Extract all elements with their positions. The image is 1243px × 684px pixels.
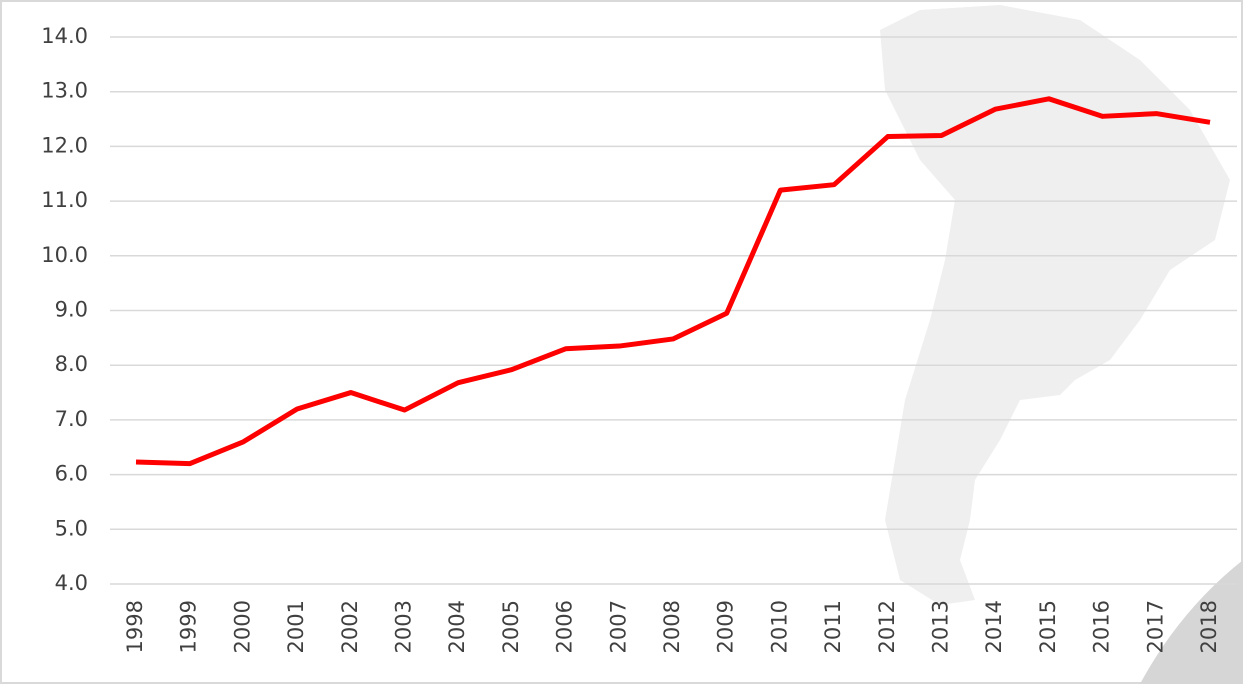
x-tick-label: 2017 [1143, 600, 1167, 653]
map-background [880, 5, 1230, 605]
x-tick-label: 2004 [445, 600, 469, 653]
y-tick-label: 7.0 [55, 407, 88, 431]
y-tick-label: 13.0 [41, 79, 88, 103]
x-tick-label: 2018 [1197, 600, 1221, 653]
x-tick-label: 2005 [499, 600, 523, 653]
y-tick-label: 14.0 [41, 24, 88, 48]
y-tick-label: 10.0 [41, 243, 88, 267]
x-tick-label: 2011 [821, 600, 845, 653]
x-tick-label: 2016 [1090, 600, 1114, 653]
x-tick-label: 2014 [982, 600, 1006, 653]
x-tick-label: 2008 [660, 600, 684, 653]
y-tick-label: 9.0 [55, 298, 88, 322]
x-tick-label: 2003 [392, 600, 416, 653]
corner-shape [1140, 560, 1243, 684]
y-tick-label: 12.0 [41, 133, 88, 157]
x-tick-label: 2009 [714, 600, 738, 653]
y-tick-label: 4.0 [55, 571, 88, 595]
data-line [135, 96, 1211, 467]
x-tick-label: 2007 [606, 600, 630, 653]
x-tick-label: 2015 [1036, 600, 1060, 653]
x-tick-label: 2012 [875, 600, 899, 653]
x-tick-label: 2000 [230, 600, 254, 653]
y-tick-label: 6.0 [55, 462, 88, 486]
x-tick-label: 2006 [553, 600, 577, 653]
x-tick-label: 1999 [177, 600, 201, 653]
y-tick-label: 5.0 [55, 516, 88, 540]
x-tick-label: 2013 [929, 600, 953, 653]
y-tick-label: 8.0 [55, 352, 88, 376]
x-tick-label: 1998 [123, 600, 147, 653]
x-tick-label: 2002 [338, 600, 362, 653]
x-tick-label: 2010 [767, 600, 791, 653]
x-tick-label: 2001 [284, 600, 308, 653]
y-tick-label: 11.0 [41, 188, 88, 212]
